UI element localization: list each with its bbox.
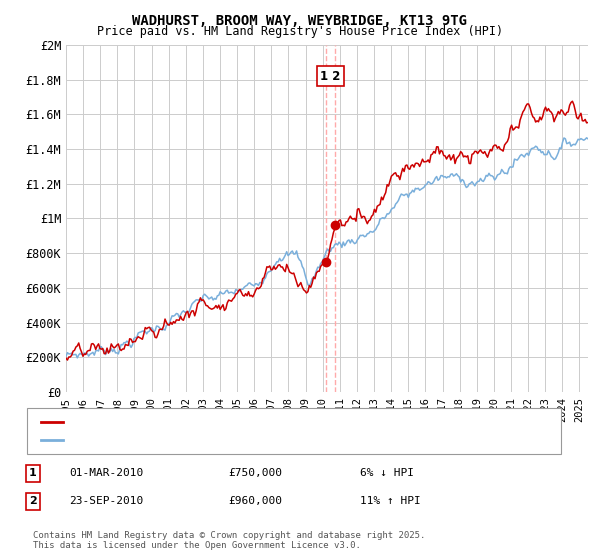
Text: 11% ↑ HPI: 11% ↑ HPI [360, 496, 421, 506]
Text: 6% ↓ HPI: 6% ↓ HPI [360, 468, 414, 478]
Text: £750,000: £750,000 [228, 468, 282, 478]
Text: WADHURST, BROOM WAY, WEYBRIDGE, KT13 9TG (detached house): WADHURST, BROOM WAY, WEYBRIDGE, KT13 9TG… [67, 417, 424, 427]
Text: HPI: Average price, detached house, Elmbridge: HPI: Average price, detached house, Elmb… [67, 435, 349, 445]
Text: 01-MAR-2010: 01-MAR-2010 [69, 468, 143, 478]
Text: 23-SEP-2010: 23-SEP-2010 [69, 496, 143, 506]
Text: Contains HM Land Registry data © Crown copyright and database right 2025.
This d: Contains HM Land Registry data © Crown c… [33, 530, 425, 550]
Text: £960,000: £960,000 [228, 496, 282, 506]
Text: 1 2: 1 2 [320, 69, 341, 82]
Text: 2: 2 [29, 496, 37, 506]
Text: WADHURST, BROOM WAY, WEYBRIDGE, KT13 9TG: WADHURST, BROOM WAY, WEYBRIDGE, KT13 9TG [133, 14, 467, 28]
Text: 1: 1 [29, 468, 37, 478]
Text: Price paid vs. HM Land Registry's House Price Index (HPI): Price paid vs. HM Land Registry's House … [97, 25, 503, 38]
